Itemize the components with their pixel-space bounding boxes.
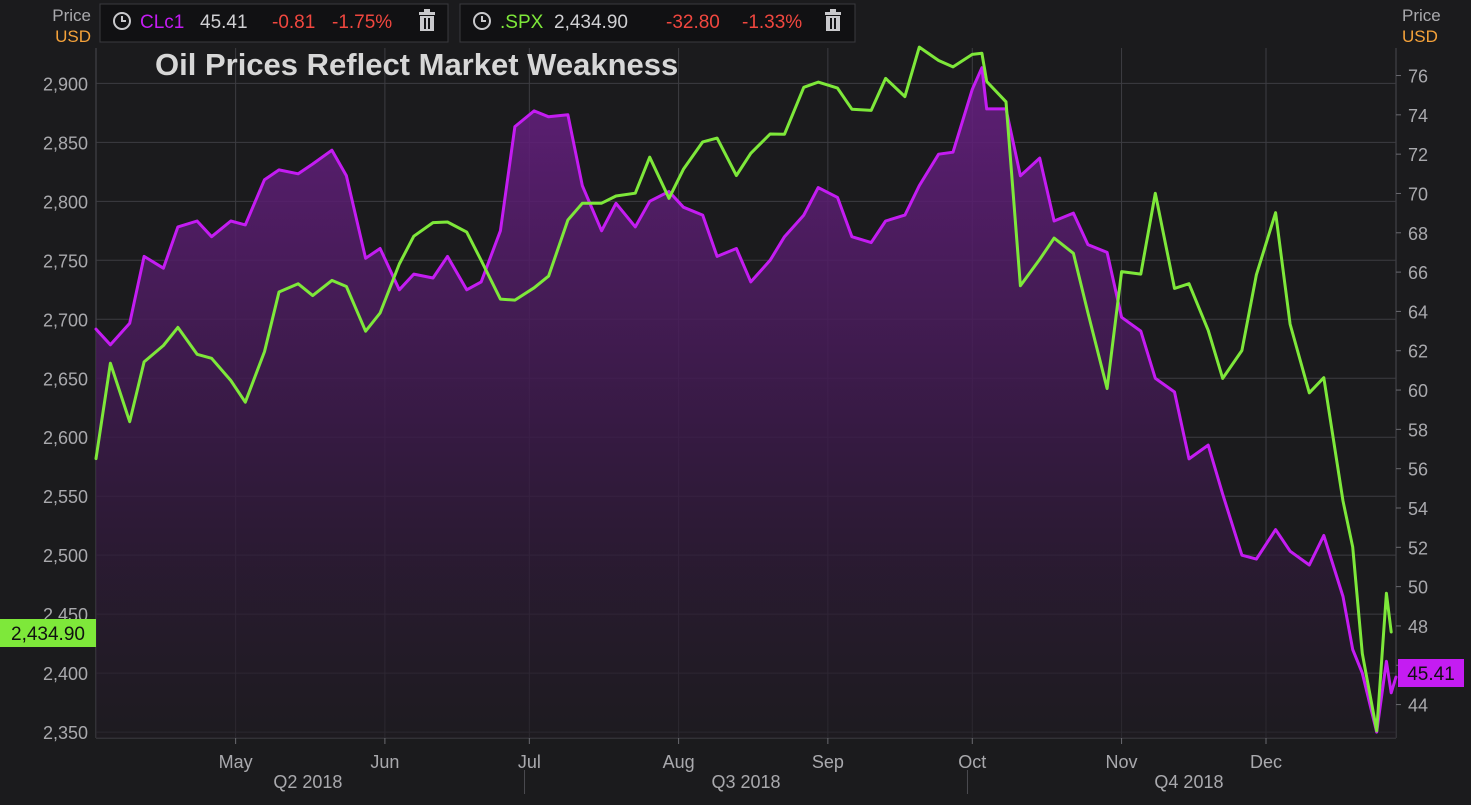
oil-last-badge-bg bbox=[1398, 659, 1464, 687]
trash-icon[interactable] bbox=[825, 9, 841, 31]
x-tick-label: Sep bbox=[812, 752, 844, 772]
x-tick-label: Dec bbox=[1250, 752, 1282, 772]
left-tick-label: 2,850 bbox=[43, 133, 88, 153]
left-tick-label: 2,650 bbox=[43, 369, 88, 389]
spx-last-badge-bg bbox=[0, 619, 96, 647]
spx-last-value: 2,434.90 bbox=[11, 624, 85, 645]
right-tick-label: 48 bbox=[1408, 617, 1428, 637]
quarter-label: Q3 2018 bbox=[711, 772, 780, 792]
right-tick-label: 44 bbox=[1408, 696, 1428, 716]
legend-chip bbox=[99, 3, 449, 43]
right-tick-label: 74 bbox=[1408, 106, 1428, 126]
left-tick-label: 2,700 bbox=[43, 310, 88, 330]
oil-price-line bbox=[94, 66, 1398, 734]
spx-last-badge: 2,434.90 bbox=[0, 619, 96, 647]
legend-last: 45.41 bbox=[200, 12, 248, 33]
legend-ric: .SPX bbox=[500, 12, 544, 33]
left-tick-label: 2,500 bbox=[43, 546, 88, 566]
legend-ric: CLc1 bbox=[140, 12, 184, 33]
right-tick-label: 58 bbox=[1408, 420, 1428, 440]
legend-change: -32.80 bbox=[666, 12, 720, 33]
right-tick-label: 60 bbox=[1408, 381, 1428, 401]
x-tick-label: Nov bbox=[1106, 752, 1138, 772]
oil-area-fill bbox=[96, 67, 1396, 738]
left-tick-label: 2,600 bbox=[43, 428, 88, 448]
quarter-label: Q2 2018 bbox=[273, 772, 342, 792]
legend-item-spx[interactable]: .SPX 2,434.90 -32.80 -1.33% bbox=[459, 3, 856, 43]
oil-last-value: 45.41 bbox=[1407, 664, 1455, 685]
right-tick-label: 66 bbox=[1408, 263, 1428, 283]
legend-last: 2,434.90 bbox=[554, 12, 628, 33]
clock-icon bbox=[113, 12, 131, 30]
x-tick-label: May bbox=[219, 752, 253, 772]
left-tick-label: 2,550 bbox=[43, 487, 88, 507]
legend-item-oil[interactable]: CLc1 45.41 -0.81 -1.75% bbox=[99, 3, 449, 43]
axes: 2,3502,4002,4502,5002,5502,6002,6502,700… bbox=[43, 67, 1428, 794]
right-tick-label: 50 bbox=[1408, 578, 1428, 598]
x-tick-label: Jun bbox=[370, 752, 399, 772]
right-axis-label: Price bbox=[1402, 6, 1441, 25]
clock-icon bbox=[473, 12, 491, 30]
right-tick-label: 62 bbox=[1408, 342, 1428, 362]
x-tick-label: Jul bbox=[518, 752, 541, 772]
right-tick-label: 64 bbox=[1408, 302, 1428, 322]
series-lines bbox=[94, 45, 1398, 734]
legend-change: -0.81 bbox=[272, 12, 315, 33]
right-tick-label: 70 bbox=[1408, 184, 1428, 204]
left-tick-label: 2,750 bbox=[43, 251, 88, 271]
left-axis-unit: USD bbox=[55, 27, 91, 46]
legend-pct: -1.33% bbox=[742, 12, 802, 33]
chart-title: Oil Prices Reflect Market Weakness bbox=[155, 47, 678, 82]
right-tick-label: 76 bbox=[1408, 67, 1428, 87]
oil-area bbox=[96, 67, 1396, 738]
right-tick-label: 68 bbox=[1408, 224, 1428, 244]
right-tick-label: 56 bbox=[1408, 460, 1428, 480]
left-tick-label: 2,400 bbox=[43, 664, 88, 684]
left-axis-label: Price bbox=[52, 6, 91, 25]
right-tick-label: 72 bbox=[1408, 145, 1428, 165]
legend-chip bbox=[459, 3, 856, 43]
left-tick-label: 2,900 bbox=[43, 74, 88, 94]
x-tick-label: Oct bbox=[958, 752, 986, 772]
oil-last-badge: 45.41 bbox=[1398, 659, 1464, 687]
trash-icon[interactable] bbox=[419, 9, 435, 31]
right-tick-label: 54 bbox=[1408, 499, 1428, 519]
right-tick-label: 52 bbox=[1408, 538, 1428, 558]
left-tick-label: 2,800 bbox=[43, 192, 88, 212]
left-tick-label: 2,350 bbox=[43, 723, 88, 743]
right-axis-unit: USD bbox=[1402, 27, 1438, 46]
spx-line bbox=[94, 45, 1393, 733]
legend-pct: -1.75% bbox=[332, 12, 392, 33]
quarter-label: Q4 2018 bbox=[1154, 772, 1223, 792]
x-tick-label: Aug bbox=[663, 752, 695, 772]
